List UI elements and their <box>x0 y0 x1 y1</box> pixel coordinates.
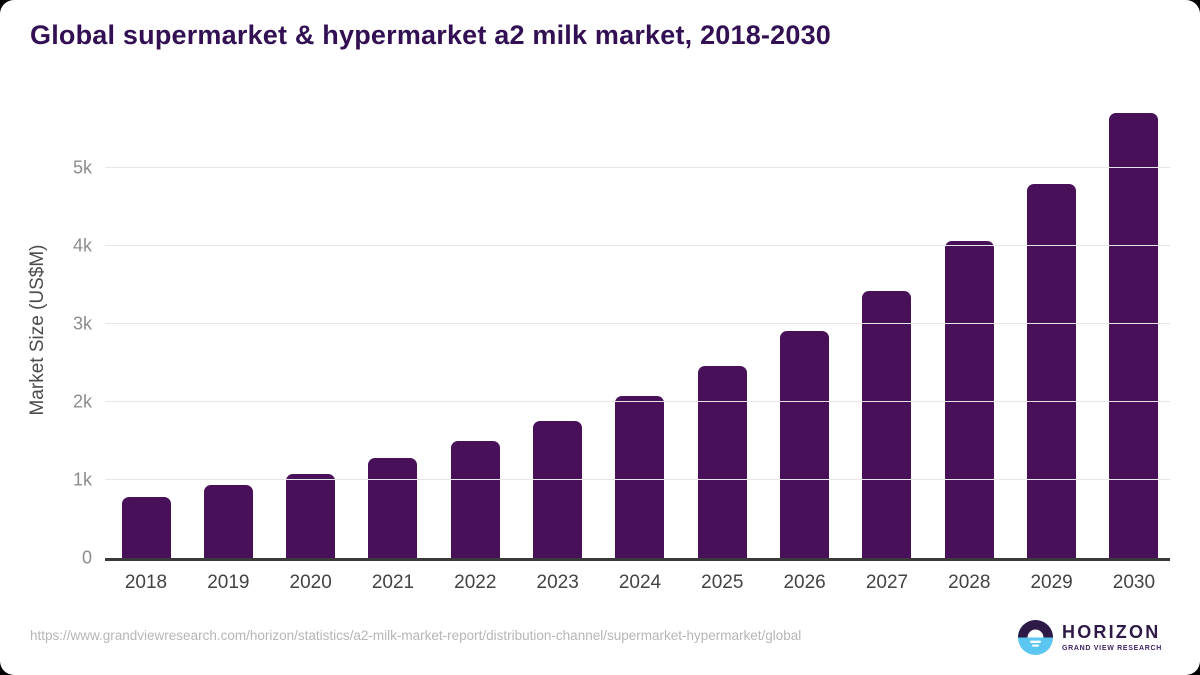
bar-2025[interactable] <box>697 366 747 558</box>
bar-slot-2026 <box>774 331 836 558</box>
gridline-5k <box>105 167 1170 168</box>
y-tick-label-5k: 5k <box>72 157 92 178</box>
gridline-2k <box>105 401 1170 402</box>
bar-slot-2023 <box>527 420 589 558</box>
bar-2024[interactable] <box>615 395 665 558</box>
x-tick-label-2030: 2030 <box>1112 572 1156 593</box>
gridline-3k <box>105 323 1170 324</box>
bar-chart-plot-area: 2018 2019 2020 2021 2022 2023 2024 2025 2026 2027… <box>73 98 1170 593</box>
x-tick-label-2022: 2022 <box>454 572 497 593</box>
bar-2022[interactable] <box>450 441 500 558</box>
x-tick-label-2028: 2028 <box>948 572 991 593</box>
bar-2030[interactable] <box>1109 113 1159 558</box>
bar-2020[interactable] <box>286 473 336 558</box>
x-tick-label-2027: 2027 <box>865 572 909 593</box>
bar-2029[interactable] <box>1027 183 1077 558</box>
bar-2018[interactable] <box>121 497 171 558</box>
x-tick-label-2023: 2023 <box>536 572 579 593</box>
bar-slot-2018 <box>115 497 177 558</box>
bar-slot-2029 <box>1021 183 1083 558</box>
horizon-sun-circle-icon <box>1018 620 1053 655</box>
x-tick-label-2029: 2029 <box>1030 572 1073 593</box>
x-tick-label-2025: 2025 <box>701 572 744 593</box>
bar-2026[interactable] <box>780 331 830 558</box>
chart-title: Global supermarket & hypermarket a2 milk… <box>30 20 832 50</box>
y-axis-title: Market Size (US$M) <box>27 244 48 416</box>
y-tick-label-4k: 4k <box>72 235 92 256</box>
bar-slot-2020 <box>280 473 342 558</box>
x-tick-label-2026: 2026 <box>783 572 826 593</box>
bar-2021[interactable] <box>368 458 418 558</box>
x-axis-line <box>105 558 1170 561</box>
bar-slot-2019 <box>197 485 259 558</box>
bar-2028[interactable] <box>944 241 994 558</box>
bar-2027[interactable] <box>862 291 912 558</box>
bar-slot-2025 <box>691 366 753 558</box>
bar-2019[interactable] <box>203 485 253 558</box>
bar-slot-2022 <box>444 441 506 558</box>
bar-slot-2024 <box>609 395 671 558</box>
logo-name: HORIZON <box>1062 622 1161 642</box>
gridline-4k <box>105 245 1170 246</box>
x-tick-label-2021: 2021 <box>371 572 415 593</box>
bar-slot-2027 <box>856 291 918 558</box>
bar-2023[interactable] <box>533 420 583 558</box>
gridline-1k <box>105 479 1170 480</box>
x-axis-labels: 2018 2019 2020 2021 2022 2023 2024 2025 2026 2027… <box>115 572 1165 594</box>
bar-slot-2028 <box>938 241 1000 558</box>
x-tick-label-2018: 2018 <box>124 572 168 593</box>
horizon-logo: HORIZON GRAND VIEW RESEARCH <box>1018 620 1162 655</box>
y-tick-label-2k: 2k <box>72 391 92 412</box>
source-url-text: https://www.grandviewresearch.com/horizo… <box>30 628 802 643</box>
bars-row <box>115 98 1165 558</box>
y-tick-label-0: 0 <box>81 547 92 568</box>
bar-slot-2030 <box>1103 113 1165 558</box>
logo-text: HORIZON GRAND VIEW RESEARCH <box>1062 623 1162 652</box>
x-tick-label-2019: 2019 <box>207 572 250 593</box>
logo-subtitle: GRAND VIEW RESEARCH <box>1062 645 1163 652</box>
y-tick-label-1k: 1k <box>72 469 92 490</box>
y-tick-label-3k: 3k <box>72 313 92 334</box>
x-tick-label-2020: 2020 <box>289 572 332 593</box>
bar-slot-2021 <box>362 458 424 558</box>
x-tick-label-2024: 2024 <box>618 572 662 593</box>
